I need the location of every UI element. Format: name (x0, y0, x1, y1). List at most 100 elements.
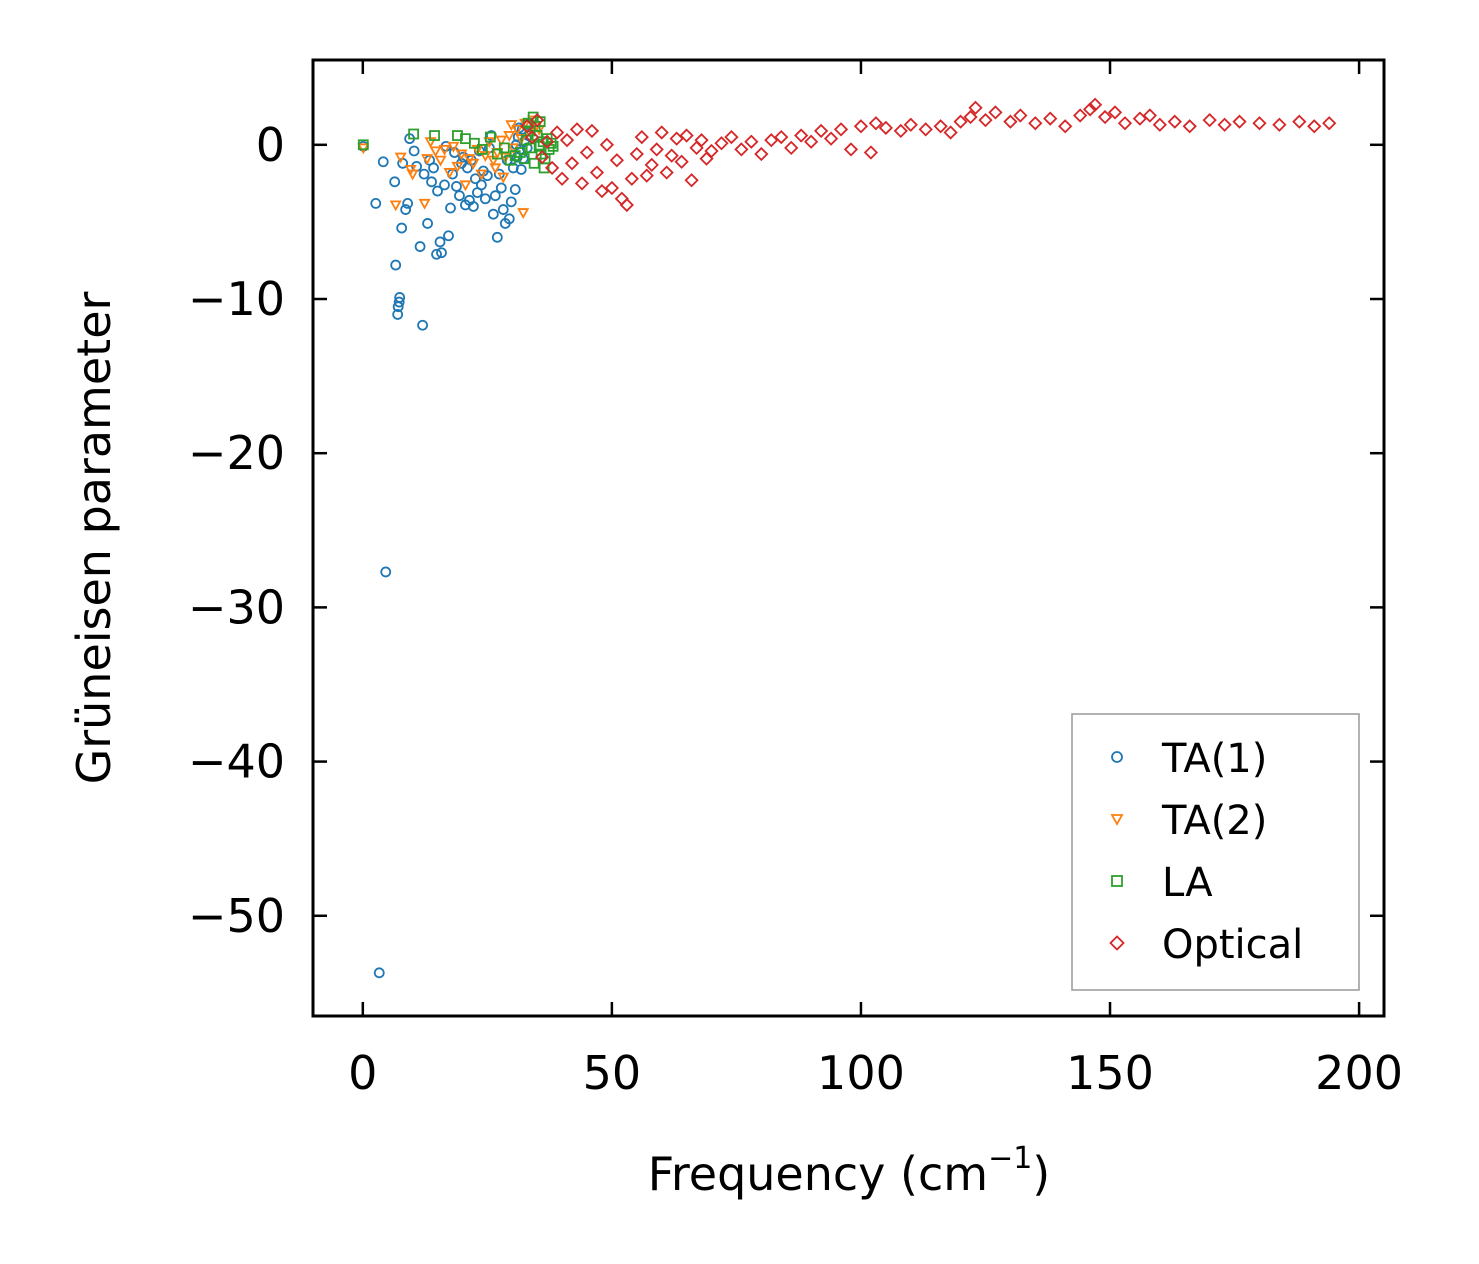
data-point (1252, 116, 1267, 131)
data-point (569, 122, 585, 137)
legend-entry: TA(2) (1110, 798, 1267, 844)
data-point (574, 176, 590, 191)
data-point (528, 157, 540, 169)
data-point (654, 125, 669, 140)
data-point (357, 139, 369, 151)
x-tick-label: 50 (583, 1046, 642, 1100)
x-tick-label: 0 (348, 1046, 377, 1100)
data-point (491, 231, 503, 243)
data-point (431, 248, 442, 260)
data-point (468, 137, 480, 149)
data-point (491, 148, 503, 160)
x-axis-title-superscript: −1 (988, 1141, 1032, 1176)
data-point (549, 125, 565, 140)
data-point (754, 146, 769, 162)
x-tick-label: 150 (1066, 1046, 1154, 1100)
data-point (893, 123, 908, 139)
legend-entry: TA(1) (1111, 736, 1267, 782)
data-point (429, 146, 442, 158)
data-point (774, 129, 789, 145)
data-point (978, 113, 993, 128)
data-point (1003, 114, 1018, 129)
data-point (1073, 108, 1088, 123)
data-point (443, 230, 454, 242)
data-point (459, 180, 472, 192)
data-point (509, 184, 521, 195)
x-tick-label: 100 (817, 1046, 905, 1100)
data-point (467, 158, 480, 170)
data-point (434, 236, 446, 248)
data-point (1182, 119, 1197, 134)
data-point (744, 134, 759, 149)
data-point (475, 169, 488, 181)
data-point (389, 176, 401, 188)
data-point (863, 145, 879, 160)
data-point (694, 133, 709, 148)
data-point (724, 129, 739, 145)
data-point (498, 142, 510, 154)
data-point (535, 150, 550, 165)
data-point (968, 100, 983, 115)
data-point (1202, 113, 1217, 128)
data-point (476, 144, 488, 155)
data-point (1107, 105, 1123, 120)
series-ta-1 (357, 119, 534, 979)
data-point (503, 131, 516, 142)
data-point (1142, 108, 1157, 123)
legend-marker (1111, 875, 1123, 887)
data-point (868, 116, 884, 131)
data-point (594, 183, 610, 199)
data-point (389, 200, 402, 212)
data-point (422, 218, 433, 229)
data-point (525, 129, 540, 145)
data-point (540, 134, 555, 149)
data-point (559, 133, 575, 148)
data-point (639, 168, 654, 183)
data-point (517, 208, 530, 220)
data-point (918, 122, 933, 137)
data-point (400, 204, 412, 215)
data-point (487, 208, 499, 220)
legend-entry: Optical (1109, 922, 1303, 968)
data-point (953, 114, 968, 129)
data-point (445, 202, 456, 214)
data-point (469, 173, 481, 185)
y-tick-label: −20 (188, 426, 285, 480)
data-point (426, 176, 437, 188)
data-point (484, 131, 496, 143)
data-point (1013, 108, 1028, 123)
data-point (406, 169, 419, 181)
data-point (714, 136, 729, 151)
y-tick-label: −40 (188, 735, 285, 789)
data-point (843, 142, 859, 157)
data-point (804, 134, 819, 149)
data-point (495, 135, 508, 147)
data-point (609, 153, 624, 168)
data-point (520, 134, 532, 146)
data-point (447, 141, 460, 153)
data-point (370, 197, 382, 209)
data-point (377, 156, 389, 168)
data-point (538, 162, 550, 174)
axis-ticks: 0 50 100 150 200 0 −10 −20 −30 −40 −50 (188, 60, 1403, 1100)
data-point (394, 292, 406, 303)
data-point (418, 168, 430, 180)
data-point (417, 319, 428, 331)
y-tick-label: 0 (256, 118, 285, 172)
data-point (418, 198, 431, 210)
legend-label: TA(1) (1161, 736, 1267, 782)
data-point (505, 196, 517, 208)
data-point (489, 163, 502, 175)
legend-marker (1111, 751, 1123, 763)
data-point (564, 156, 580, 171)
plot-marks (357, 97, 1337, 979)
data-point (497, 172, 510, 184)
data-point (438, 144, 451, 156)
legend-box (1071, 713, 1360, 991)
data-point (604, 180, 620, 196)
data-point (518, 153, 530, 165)
data-point (903, 117, 918, 132)
legend-label: Optical (1162, 922, 1303, 968)
data-point (421, 154, 434, 166)
data-point (429, 130, 440, 141)
